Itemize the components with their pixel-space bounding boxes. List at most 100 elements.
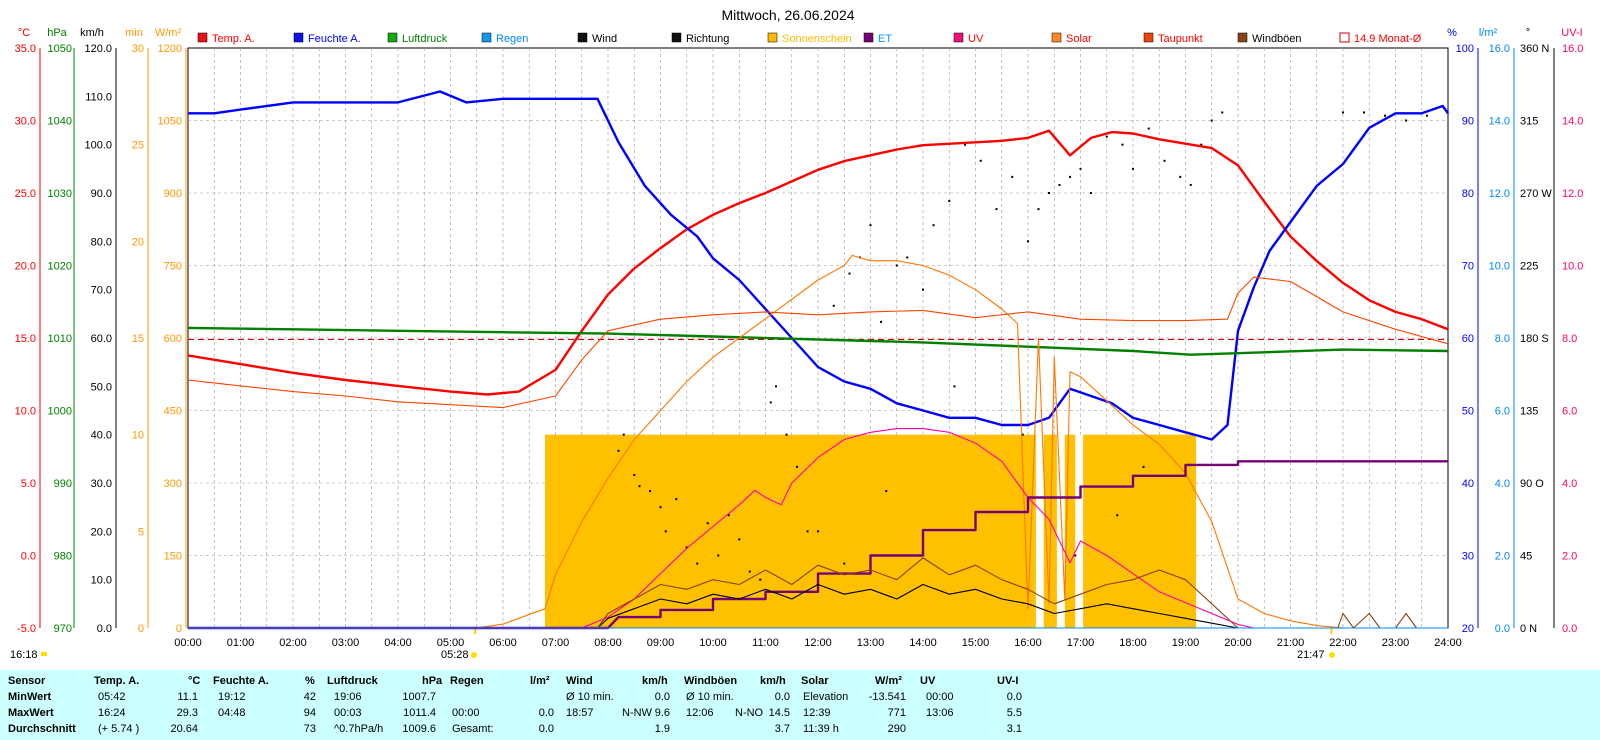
stats-cell: 16:24 [98, 707, 126, 719]
legend-swatch [577, 32, 588, 43]
sunrise-dot [471, 652, 477, 658]
axis-tick-uv: 0.0 [1562, 623, 1577, 635]
axis-tick-wind: 60.0 [91, 333, 112, 345]
stats-cell: ^0.7hPa/h [334, 723, 384, 735]
wind-direction-dot [759, 578, 762, 581]
axis-tick-direction: 45 [1520, 551, 1532, 563]
x-tick: 03:00 [332, 637, 360, 649]
axis-tick-wind: 40.0 [91, 430, 112, 442]
stats-cell: 94 [303, 707, 316, 719]
wind-direction-dot [1221, 111, 1224, 114]
legend-swatch [953, 32, 964, 43]
wind-direction-dot [806, 530, 809, 533]
axis-tick-direction: 225 [1520, 261, 1538, 273]
wind-direction-dot [979, 159, 982, 162]
wind-direction-dot [1210, 119, 1213, 122]
stats-cell: 05:42 [98, 691, 126, 703]
stats-cell: 04:48 [218, 707, 246, 719]
x-tick: 08:00 [594, 637, 622, 649]
axis-tick-humidity: 50 [1462, 406, 1474, 418]
wind-direction-dot [1074, 554, 1077, 557]
axis-tick-wind: 50.0 [91, 381, 112, 393]
stats-header-hum: Feuchte A. [213, 675, 269, 687]
axis-tick-wind: 0.0 [97, 623, 112, 635]
legend-label: 14.9 Monat-Ø [1354, 33, 1422, 45]
stats-header-uv: UV [920, 675, 936, 687]
stats-cell: 0.0 [774, 691, 790, 703]
axis-tick-rain: 8.0 [1495, 333, 1510, 345]
stats-cell: 12:39 [803, 707, 831, 719]
axis-tick-temp: 20.0 [15, 261, 36, 273]
wind-direction-dot [895, 264, 898, 267]
wind-direction-dot [1021, 433, 1024, 436]
axis-tick-humidity: 80 [1462, 188, 1474, 200]
sunset-dot [1329, 652, 1335, 658]
axis-unit-uv: UV-I [1561, 27, 1582, 39]
sunshine-gap [1035, 434, 1044, 628]
legend-label: Windböen [1252, 33, 1302, 45]
stats-cell: 5.5 [1006, 707, 1022, 719]
wind-direction-dot [1163, 159, 1166, 162]
wind-direction-dot [1069, 175, 1071, 178]
stats-cell: (+ 5.74 ) [98, 723, 140, 735]
series-line-feuchte-a- [188, 90, 1449, 441]
axis-tick-humidity: 30 [1462, 551, 1474, 563]
axis-tick-wind: 30.0 [91, 478, 112, 490]
axis-unit-direction: ° [1526, 27, 1530, 39]
stats-row-label: Durchschnitt [8, 723, 76, 735]
stats-cell: 12:06 [686, 707, 714, 719]
axis-tick-pressure: 990 [54, 478, 72, 490]
wind-direction-dot [1116, 514, 1119, 517]
axis-tick-uv: 14.0 [1562, 116, 1583, 128]
wind-direction-dot [638, 485, 641, 488]
stats-header-hum_u: % [305, 675, 315, 687]
stats-cell: 00:00 [452, 707, 480, 719]
axis-tick-uv: 4.0 [1562, 478, 1577, 490]
axis-tick-rain: 14.0 [1489, 116, 1510, 128]
x-tick: 19:00 [1172, 637, 1200, 649]
wind-direction-dot [922, 288, 924, 291]
x-tick: 02:00 [279, 637, 307, 649]
wind-direction-dot [1342, 111, 1344, 114]
axis-tick-direction: 360 N [1520, 43, 1549, 55]
stats-cell: Gesamt: [452, 723, 494, 735]
x-tick: 11:00 [752, 637, 779, 649]
wind-direction-dot [1200, 143, 1203, 146]
wind-direction-dot [1037, 208, 1040, 211]
series-line-taupunkt [187, 276, 1449, 409]
wind-direction-dot [1405, 119, 1407, 122]
wind-direction-dot [685, 546, 688, 549]
chart-legend: Temp. A. Feuchte A. Luftdruck Regen Wind Rich… [197, 32, 1422, 45]
stats-cell: N-NW [622, 707, 652, 719]
axis-tick-pressure: 970 [54, 623, 72, 635]
legend-label: Taupunkt [1158, 33, 1203, 45]
x-tick: 12:00 [804, 637, 832, 649]
stats-header-press: Luftdruck [327, 675, 378, 687]
axis-tick-solar: 1200 [158, 43, 182, 55]
stats-row-label: MinWert [8, 691, 52, 703]
axis-unit-sunmin: min [125, 27, 143, 39]
axis-tick-direction: 180 S [1520, 333, 1549, 345]
wind-direction-dot [869, 224, 872, 227]
axis-tick-humidity: 70 [1462, 261, 1474, 273]
axis-tick-temp: 0.0 [21, 551, 36, 563]
stats-cell: 00:00 [926, 691, 954, 703]
wind-direction-dot [948, 200, 951, 203]
stats-row-label: MaxWert [8, 707, 54, 719]
legend-swatch [1143, 32, 1154, 43]
wind-direction-dot [769, 401, 772, 404]
axis-tick-wind: 70.0 [91, 285, 112, 297]
axis-tick-wind: 110.0 [85, 91, 112, 103]
stats-cell: 11:39 h [803, 723, 839, 735]
sunrise-label: 05:28 [441, 649, 469, 661]
legend-label: ET [878, 33, 892, 45]
wind-direction-dot [775, 385, 777, 388]
axis-labels: °C 35.0 30.0 25.0 20.0 15.0 10.0 5.0 0.0 -5.0 hPa 1… [10, 27, 1583, 661]
stats-header-wind: Wind [566, 675, 593, 687]
stats-cell: 9.6 [654, 707, 670, 719]
axis-tick-sunmin: 25 [132, 140, 144, 152]
axis-tick-sunmin: 20 [132, 236, 144, 248]
wind-direction-dot [1090, 192, 1092, 194]
stats-header-uv_u: UV-I [997, 675, 1019, 687]
stats-cell: Ø 10 min. [686, 691, 734, 703]
